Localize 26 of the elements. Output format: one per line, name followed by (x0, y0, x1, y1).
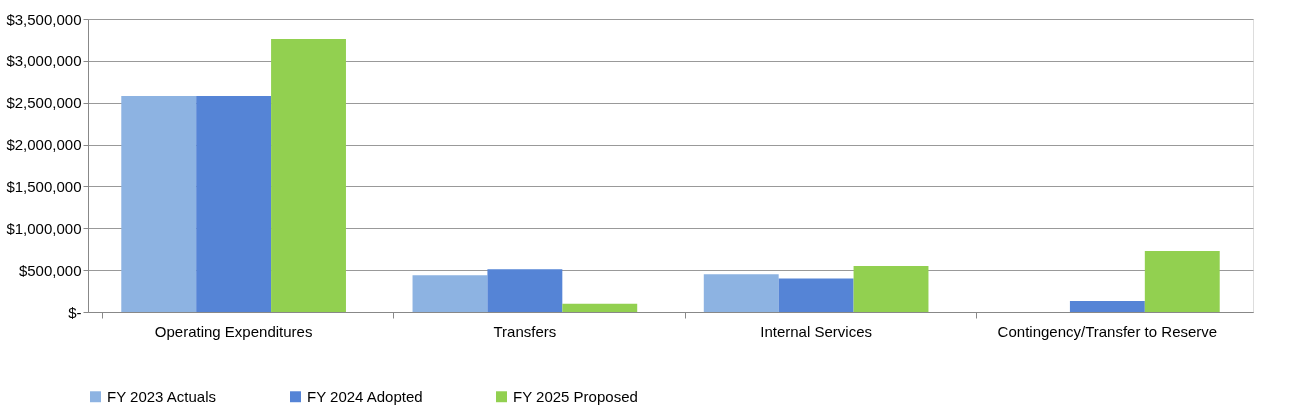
y-tick-label: $2,500,000 (6, 94, 82, 112)
x-tick-label: Contingency/Transfer to Reserve (997, 322, 1218, 340)
bar (196, 96, 272, 312)
legend-label: FY 2023 Actuals (107, 387, 216, 405)
legend-label: FY 2025 Proposed (513, 387, 638, 405)
bar (1069, 301, 1145, 312)
legend-label: FY 2024 Adopted (307, 387, 423, 405)
x-tick-label: Operating Expenditures (154, 322, 313, 340)
y-tick-label: $3,000,000 (6, 52, 82, 70)
y-tick-label: $3,500,000 (6, 10, 82, 28)
bar (121, 96, 197, 312)
bar (703, 274, 779, 312)
x-tick-label: Internal Services (760, 322, 872, 340)
bar (487, 269, 563, 312)
bar (412, 275, 488, 312)
y-tick-label: $- (68, 303, 82, 321)
y-tick-label: $500,000 (18, 261, 82, 279)
bar (271, 39, 346, 312)
y-tick-label: $1,500,000 (6, 177, 82, 195)
x-tick-label: Transfers (493, 322, 557, 340)
y-tick-label: $1,000,000 (6, 219, 82, 237)
bar (1144, 250, 1220, 312)
y-tick-label: $2,000,000 (6, 136, 82, 154)
bar (853, 265, 929, 312)
bar (562, 303, 638, 312)
bar (778, 278, 854, 312)
